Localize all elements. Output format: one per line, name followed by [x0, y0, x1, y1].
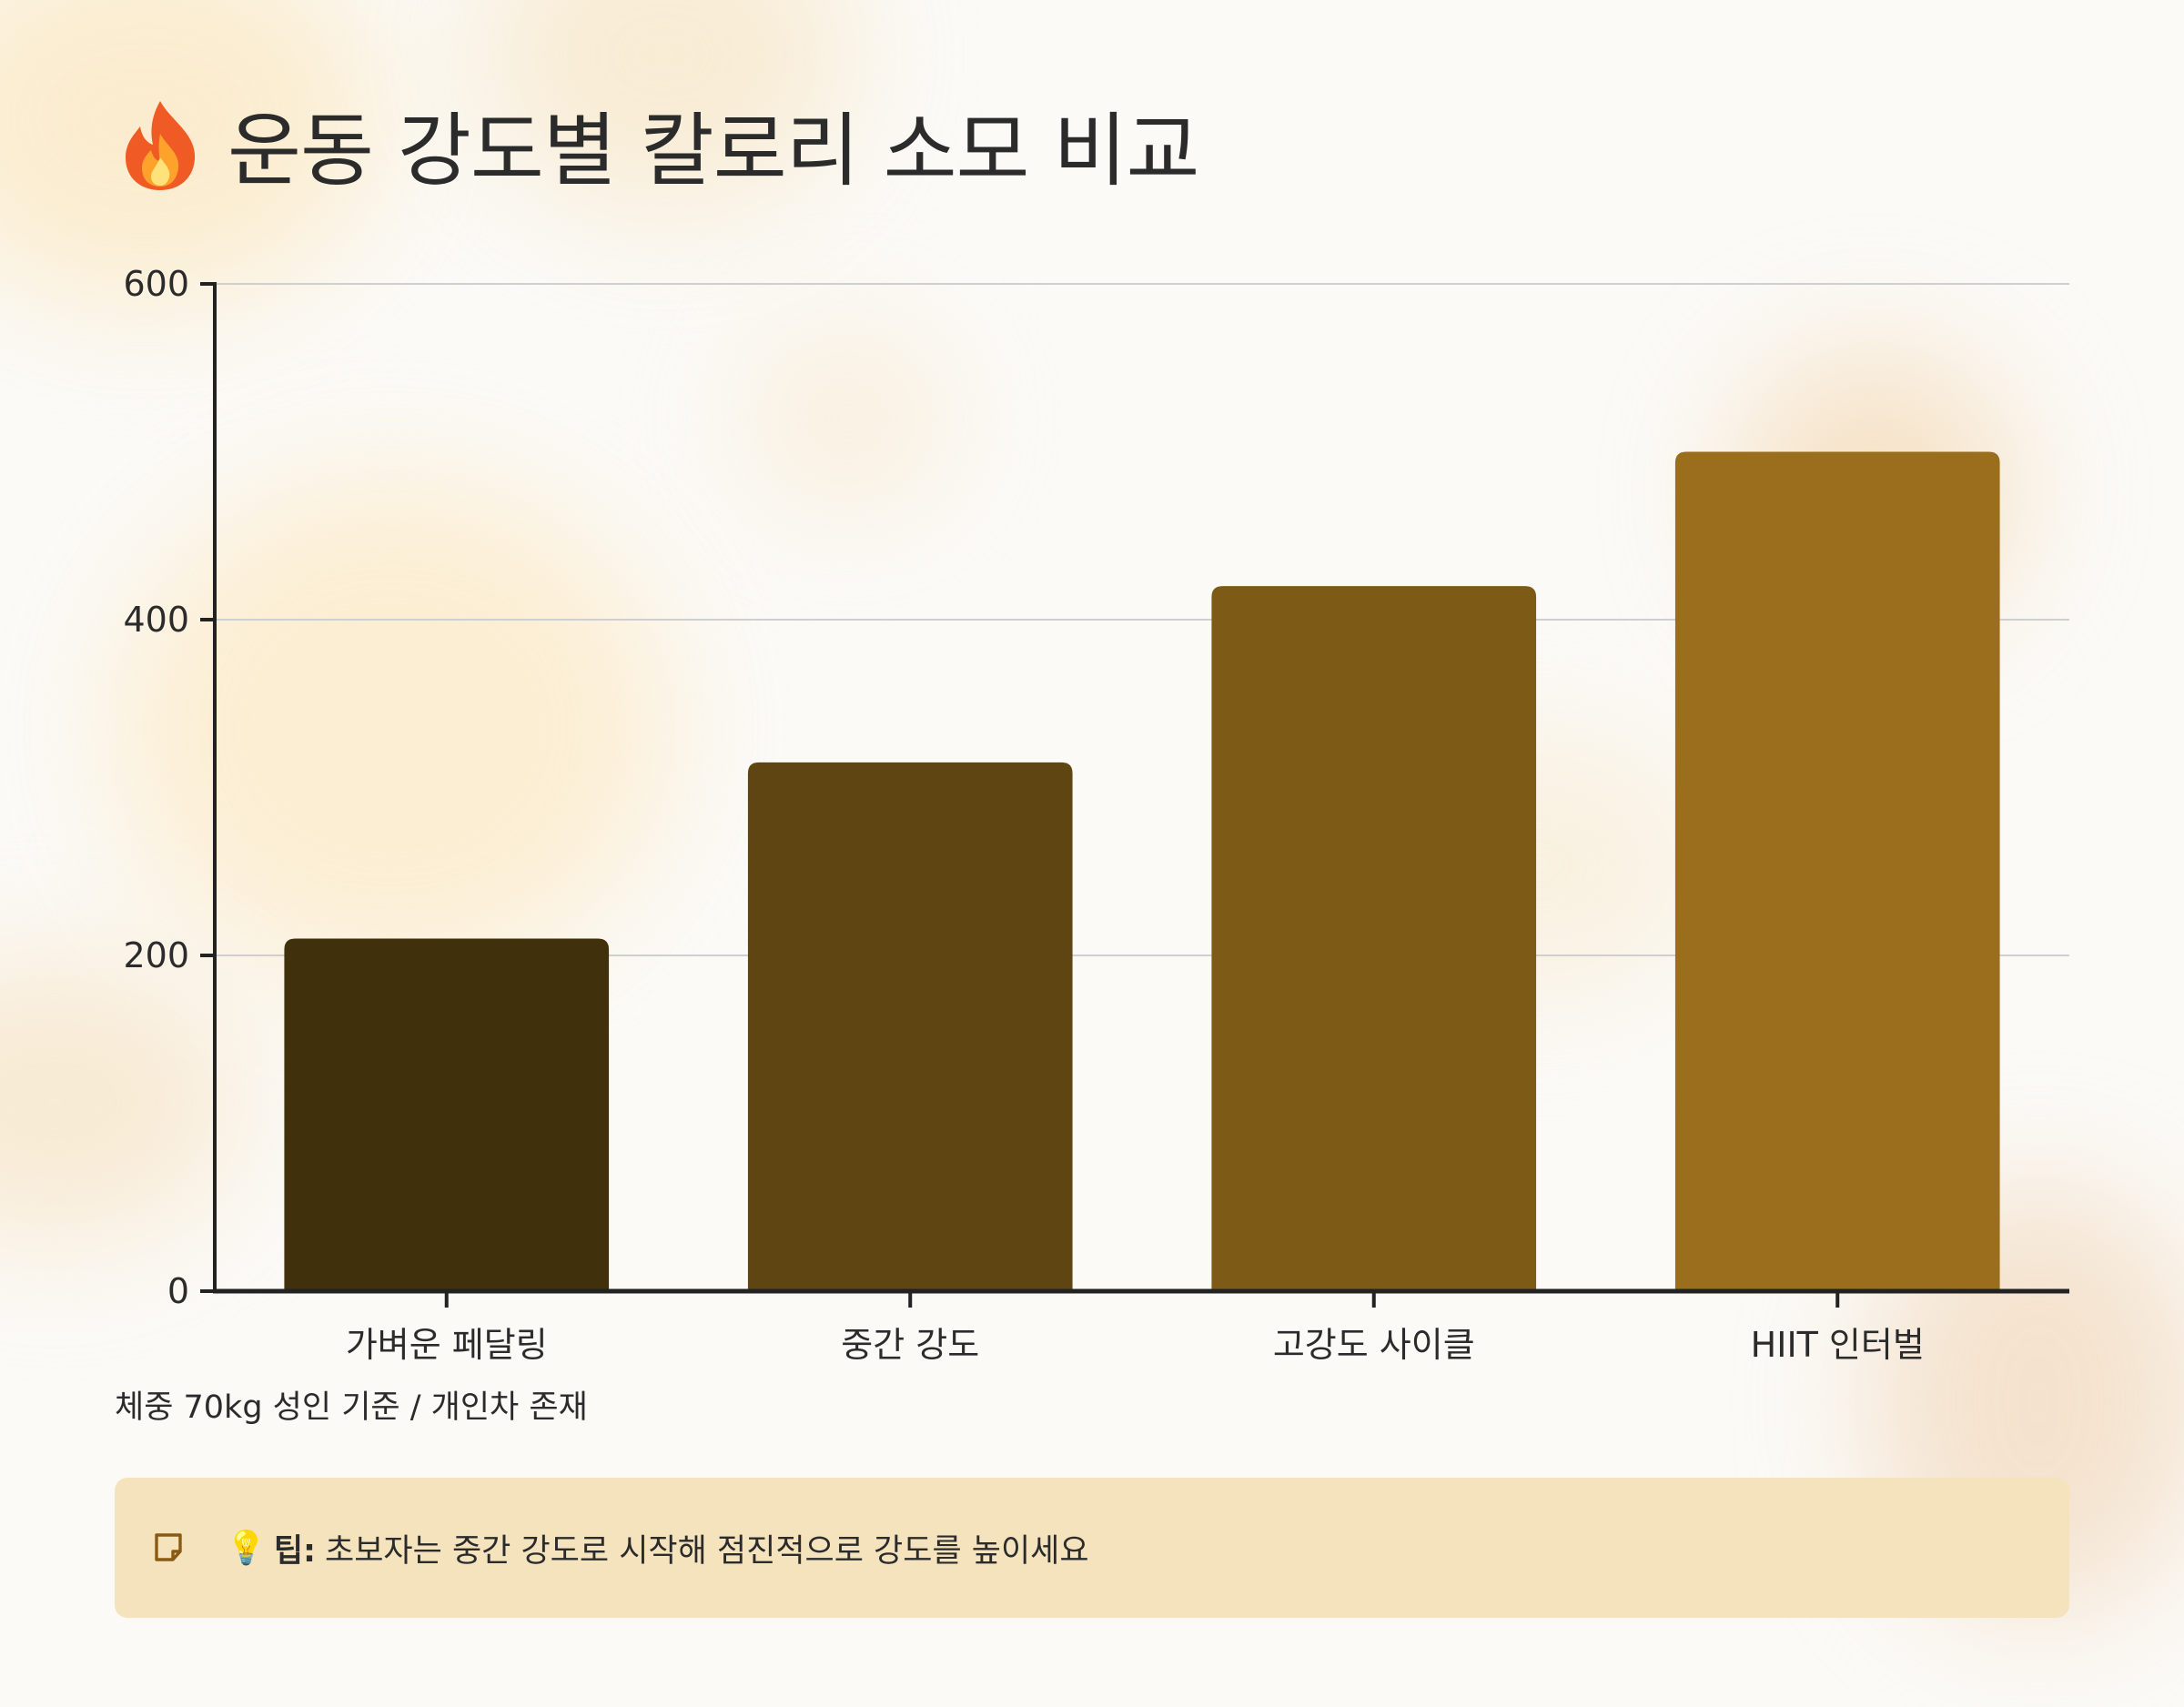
y-tick-label: 200 [123, 935, 189, 975]
bar [1211, 586, 1537, 1291]
y-tick-label: 400 [123, 600, 189, 640]
y-tick-label: 600 [123, 264, 189, 304]
chart-title: 운동 강도별 칼로리 소모 비교 [118, 86, 1199, 202]
axes [200, 282, 2069, 1308]
bars [284, 451, 2000, 1291]
chart-footnote: 체중 70kg 성인 기준 / 개인차 존재 [115, 1389, 588, 1426]
x-tick-label: 가벼운 페달링 [346, 1325, 548, 1365]
tip-label: 팁: [273, 1532, 317, 1570]
tip-text: 초보자는 중간 강도로 시작해 점진적으로 강도를 높이세요 [325, 1532, 1089, 1570]
bar [1674, 451, 2000, 1291]
tick-labels: 0 200 400 600 가벼운 페달링 중간 강도 고강도 사이클 HIIT 인터벌 [123, 264, 1924, 1365]
y-tick-label: 0 [167, 1271, 189, 1311]
tip-box: 💡 팁: 초보자는 중간 강도로 시작해 점진적으로 강도를 높이세요 [115, 1478, 2069, 1618]
fire-icon [118, 97, 202, 192]
x-tick-label: 고강도 사이클 [1273, 1325, 1475, 1365]
bar [747, 762, 1073, 1291]
x-tick-label: HIIT 인터벌 [1751, 1325, 1925, 1365]
chart-title-text: 운동 강도별 칼로리 소모 비교 [228, 104, 1199, 197]
bar [284, 938, 610, 1291]
x-tick-label: 중간 강도 [841, 1325, 979, 1365]
lightbulb-icon: 💡 [226, 1530, 267, 1567]
note-icon [151, 1530, 187, 1566]
